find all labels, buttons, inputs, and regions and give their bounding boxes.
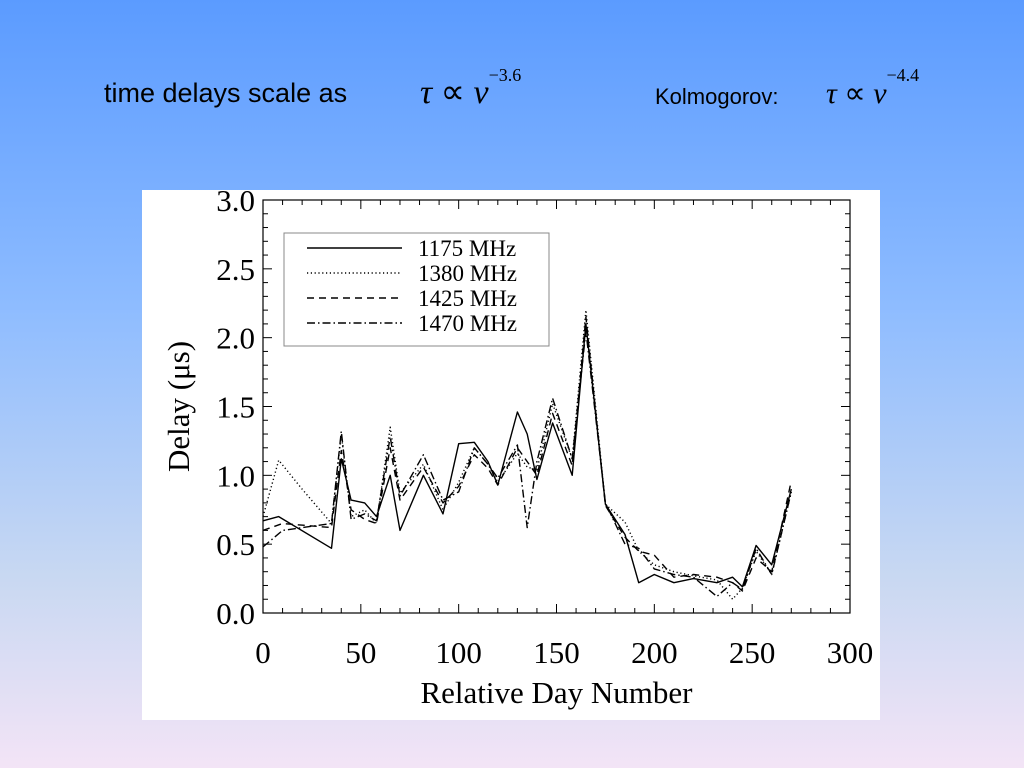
nu-symbol: ν (473, 74, 489, 111)
slide-headline: time delays scale as (104, 78, 348, 108)
y-tick-label: 0.5 (216, 527, 255, 562)
legend-label: 1425 MHz (418, 286, 517, 311)
delay-vs-day-chart: 0.0 0.5 1.0 1.5 2.0 2.5 3.0 0 50 100 150 200 250 300 R… (161, 183, 874, 710)
formula-kolmogorov-scaling: τ ∝ ν−4.4 (826, 65, 919, 111)
legend-box (283, 232, 550, 347)
exponent: −4.4 (886, 65, 920, 85)
legend-label: 1470 MHz (418, 311, 517, 336)
y-tick-label: 0.0 (216, 596, 255, 631)
x-axis-label: Relative Day Number (420, 675, 693, 710)
kolmogorov-label: Kolmogorov: (655, 84, 779, 109)
proportional-symbol: ∝ (440, 74, 465, 111)
exponent: −3.6 (488, 65, 522, 85)
x-tick-label: 200 (631, 635, 678, 670)
y-tick-label: 2.5 (216, 252, 255, 287)
x-tick-label: 100 (435, 635, 482, 670)
x-tick-label: 50 (345, 635, 376, 670)
x-tick-label: 150 (533, 635, 580, 670)
x-tick-label: 0 (255, 635, 271, 670)
y-axis-label: Delay (μs) (161, 341, 196, 472)
y-tick-label: 1.5 (216, 390, 255, 425)
tau-symbol: τ (420, 74, 433, 111)
x-tick-label: 300 (827, 635, 874, 670)
y-tick-label: 3.0 (216, 190, 255, 218)
chart-panel: 0.0 0.5 1.0 1.5 2.0 2.5 3.0 0 50 100 150 200 250 300 R… (142, 183, 880, 720)
series-line-1470-mhz (262, 330, 792, 598)
legend-label: 1175 MHz (418, 236, 516, 261)
legend-label: 1380 MHz (418, 261, 517, 286)
nu-symbol: ν (873, 77, 887, 110)
series-line-1175-mhz (262, 323, 792, 588)
tau-symbol: τ (826, 77, 837, 110)
proportional-symbol: ∝ (844, 77, 866, 110)
x-tick-label: 250 (729, 635, 776, 670)
y-tick-label: 1.0 (216, 458, 255, 493)
y-tick-label: 2.0 (216, 321, 255, 356)
formula-observed-scaling: τ ∝ ν−3.6 (420, 65, 521, 112)
series-line-1425-mhz (262, 316, 792, 592)
series-line-1380-mhz (262, 309, 792, 600)
